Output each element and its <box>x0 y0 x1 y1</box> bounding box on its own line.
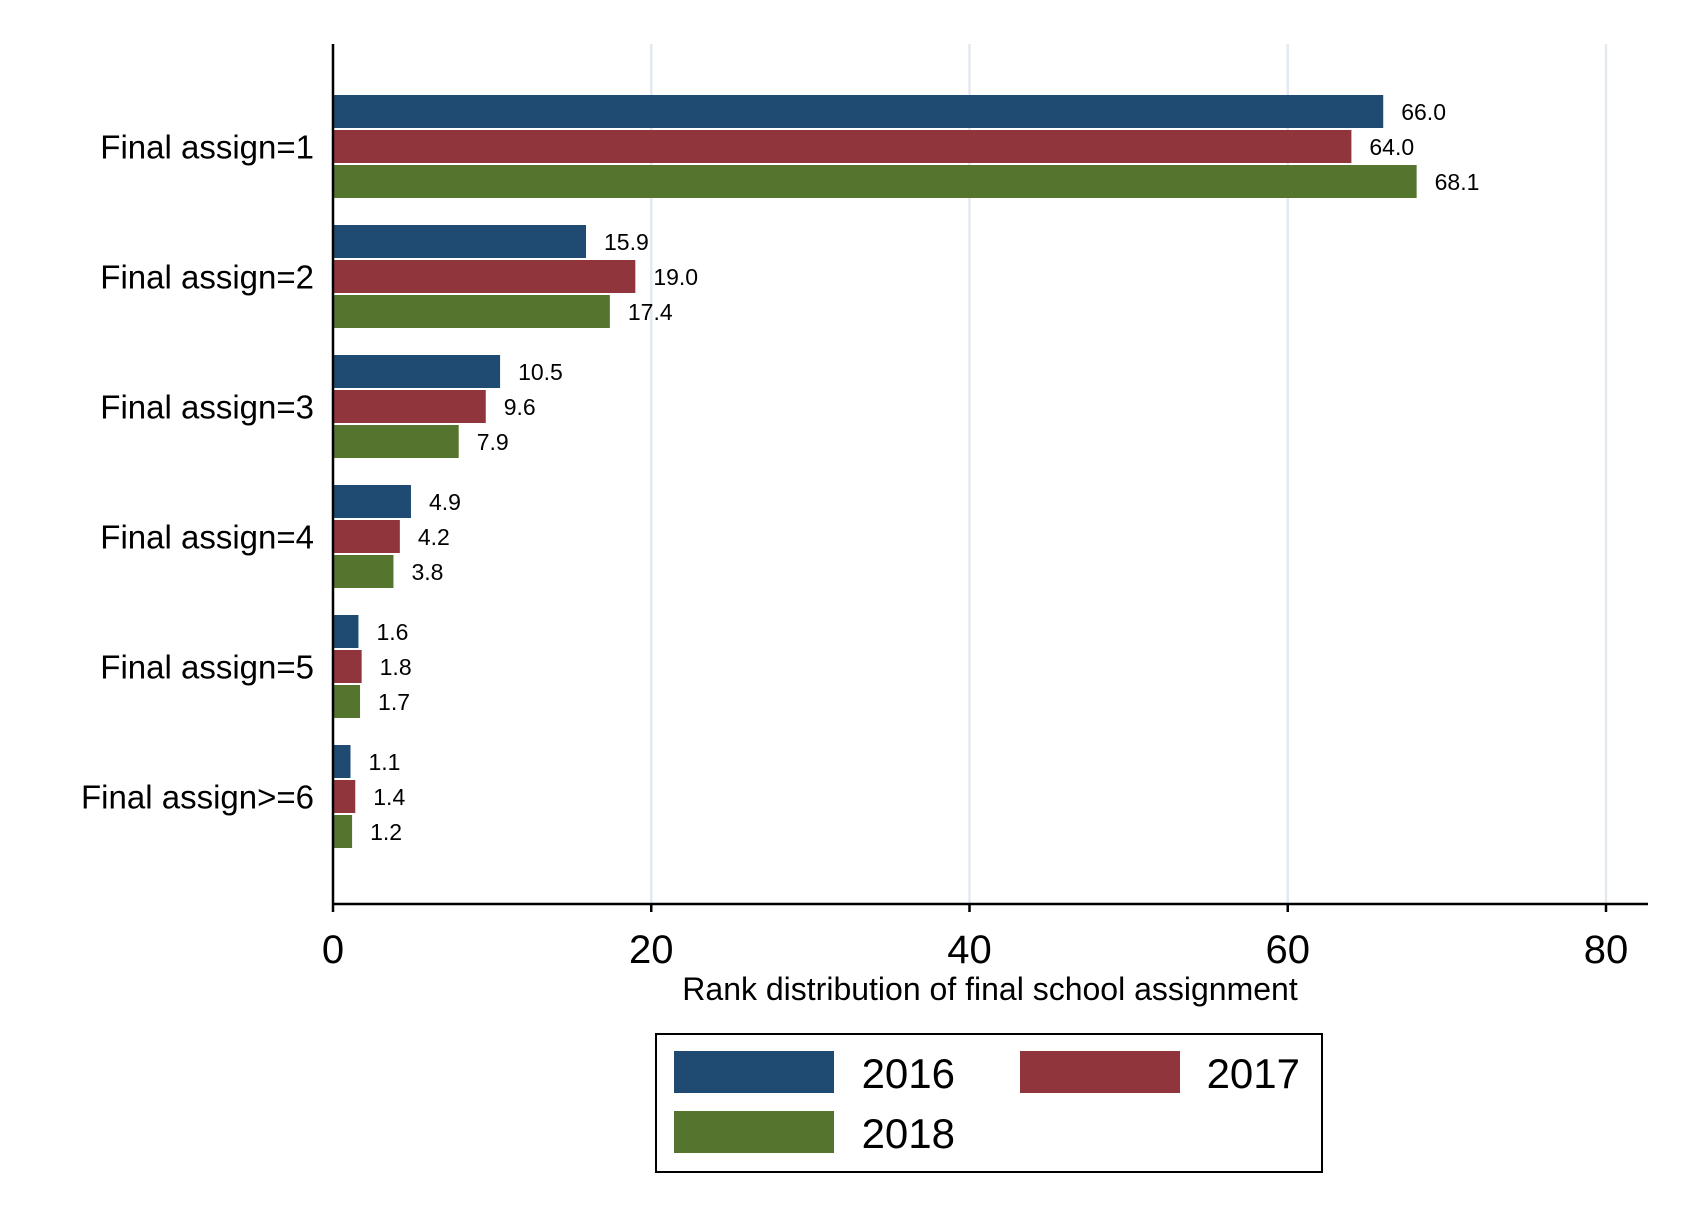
category-label: Final assign=2 <box>100 259 314 296</box>
legend: 2016 2017 2018 <box>655 1033 1323 1173</box>
category-label: Final assign>=6 <box>81 779 314 816</box>
bar <box>333 95 1384 128</box>
data-label: 10.5 <box>518 359 563 385</box>
data-label: 19.0 <box>653 264 698 290</box>
axes <box>331 44 1648 906</box>
data-label: 15.9 <box>604 229 649 255</box>
bar <box>333 520 400 553</box>
bar <box>333 650 362 683</box>
data-label: 17.4 <box>628 299 673 325</box>
legend-swatch <box>674 1111 834 1153</box>
legend-label: 2016 <box>862 1050 955 1097</box>
bar <box>333 165 1417 198</box>
category-labels: Final assign=1 Final assign=2 Final assign… <box>81 129 314 816</box>
data-label: 1.8 <box>380 654 412 680</box>
bar <box>333 745 351 778</box>
bar <box>333 130 1352 163</box>
data-label: 68.1 <box>1435 169 1480 195</box>
legend-label: 2018 <box>862 1110 955 1157</box>
data-label: 1.2 <box>370 819 402 845</box>
x-tick-label: 20 <box>629 928 674 972</box>
bar <box>333 485 411 518</box>
bar <box>333 260 636 293</box>
bar <box>333 295 610 328</box>
data-label: 1.7 <box>378 689 410 715</box>
category-label: Final assign=4 <box>100 519 314 556</box>
x-tick-label: 40 <box>947 928 992 972</box>
data-label: 1.1 <box>369 749 401 775</box>
bar <box>333 355 501 388</box>
bar <box>333 685 361 718</box>
data-label: 1.6 <box>376 619 408 645</box>
data-label: 4.9 <box>429 489 461 515</box>
x-tick-label: 0 <box>322 928 344 972</box>
x-axis-title: Rank distribution of final school assign… <box>682 971 1298 1007</box>
bar <box>333 225 587 258</box>
legend-swatch <box>674 1051 834 1093</box>
data-label: 3.8 <box>411 559 443 585</box>
data-label: 1.4 <box>373 784 405 810</box>
x-tick-label: 80 <box>1584 928 1629 972</box>
x-tick-label: 60 <box>1266 928 1311 972</box>
data-label: 9.6 <box>504 394 536 420</box>
bar <box>333 390 486 423</box>
bar <box>333 615 359 648</box>
bar <box>333 780 356 813</box>
legend-swatch <box>1020 1051 1180 1093</box>
data-label: 64.0 <box>1369 134 1414 160</box>
x-tick-labels: 0 20 40 60 80 <box>322 904 1628 972</box>
bar <box>333 555 394 588</box>
data-labels: 66.0 64.0 68.1 15.919.0 17.4 10.5 9.6 7.9 4.9 4.2… <box>369 99 1480 845</box>
bars <box>333 95 1417 848</box>
data-label: 66.0 <box>1401 99 1446 125</box>
bar <box>333 815 353 848</box>
bar <box>333 425 459 458</box>
category-label: Final assign=1 <box>100 129 314 166</box>
legend-label: 2017 <box>1207 1050 1300 1097</box>
data-label: 7.9 <box>477 429 509 455</box>
data-label: 4.2 <box>418 524 450 550</box>
category-label: Final assign=3 <box>100 389 314 426</box>
category-label: Final assign=5 <box>100 649 314 686</box>
